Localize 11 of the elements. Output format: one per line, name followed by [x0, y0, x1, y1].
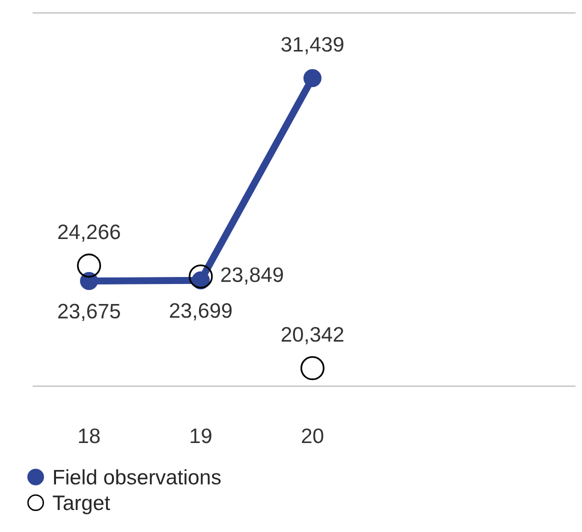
data-label: 23,849 [221, 267, 283, 285]
x-tick-label: 20 [302, 428, 324, 444]
data-label: 31,439 [281, 37, 344, 54]
data-label: 23,675 [58, 304, 120, 322]
data-label: 23,699 [170, 303, 232, 320]
data-label: 20,342 [282, 327, 344, 344]
x-tick-label: 19 [190, 428, 212, 444]
legend-label: Field observations [54, 469, 221, 485]
legend-label: Target [52, 496, 110, 514]
x-tick-label: 18 [79, 428, 100, 444]
data-label: 24,266 [58, 224, 120, 242]
